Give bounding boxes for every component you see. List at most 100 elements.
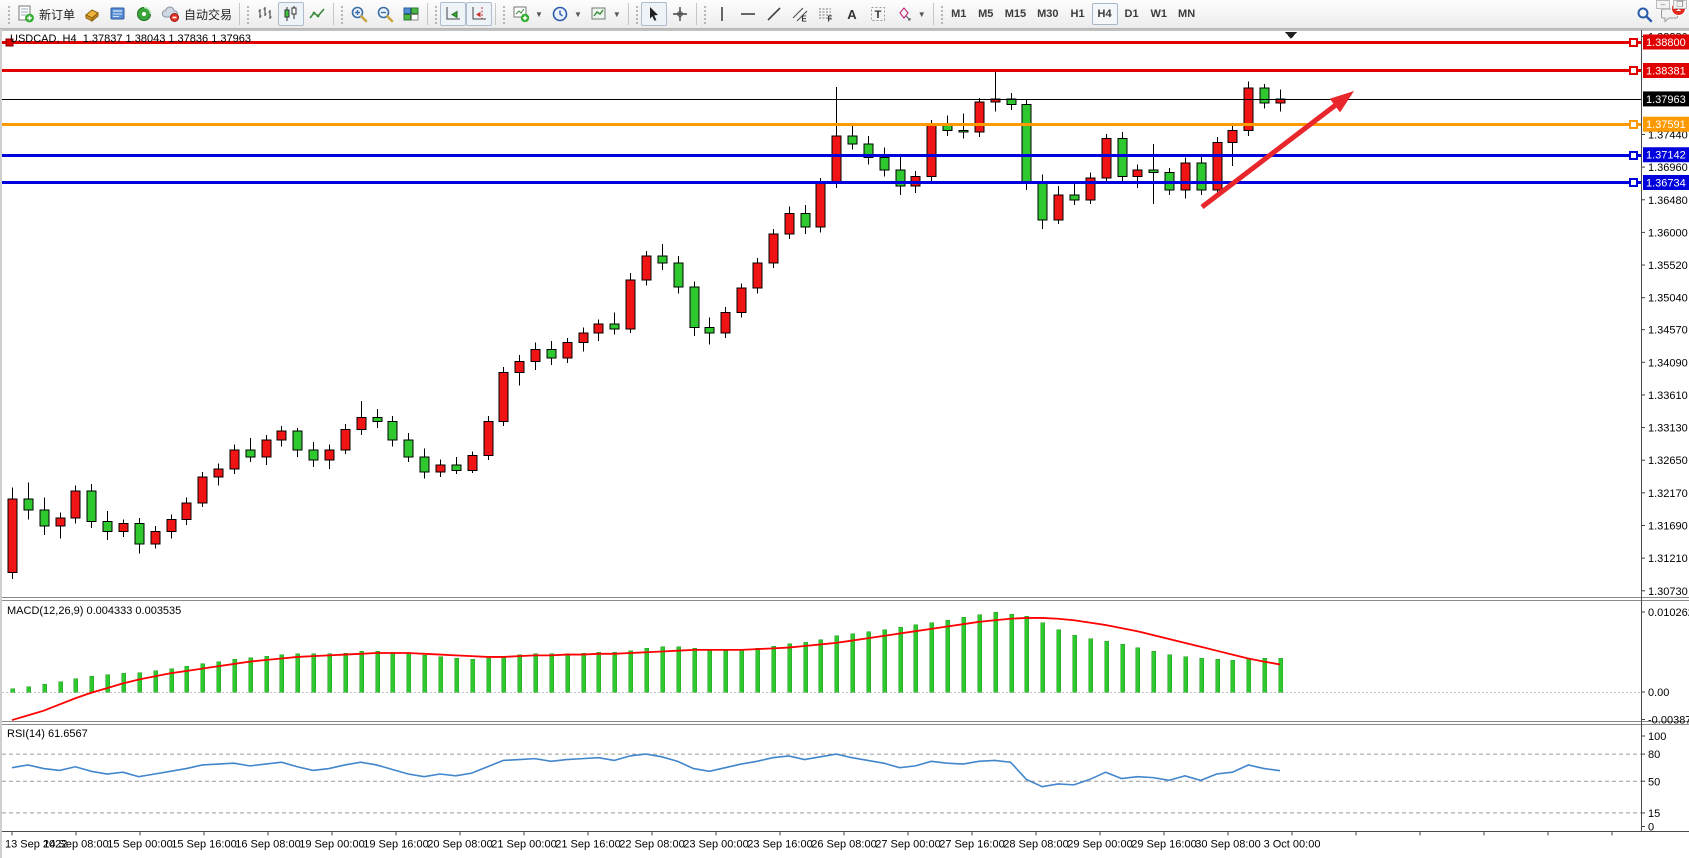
price-tick-label: 1.33610: [1648, 390, 1688, 402]
new-chart-button[interactable]: ▼: [508, 2, 547, 26]
timeframe-m5-button[interactable]: M5: [978, 8, 994, 20]
bar-chart-button[interactable]: [252, 2, 278, 26]
candle: [1259, 84, 1270, 109]
price-level-label: [1643, 34, 1689, 50]
time-tick-label: 3 Oct 00:00: [1264, 839, 1321, 851]
candle: [847, 124, 858, 150]
fibonacci-button[interactable]: F: [813, 2, 839, 26]
text-label-button[interactable]: T: [865, 2, 891, 26]
profiles-dropdown-caret[interactable]: ▼: [573, 9, 582, 19]
timeframe-m1-button[interactable]: M1: [951, 8, 967, 20]
chart-shift-button[interactable]: [466, 2, 493, 26]
candle: [546, 341, 557, 365]
svg-text:T: T: [874, 9, 881, 21]
arrows-shapes-dropdown-caret[interactable]: ▼: [917, 9, 926, 19]
line-chart-button[interactable]: [304, 2, 330, 26]
toolbar-separator: [627, 3, 629, 25]
new-chart-dropdown-caret[interactable]: ▼: [535, 9, 543, 19]
line-anchor-handle[interactable]: [1629, 151, 1638, 160]
candlestick-chart-button[interactable]: [278, 2, 305, 26]
rsi-axis-label: 80: [1648, 749, 1660, 761]
text-button[interactable]: A: [839, 2, 865, 26]
price-tick-label: 1.35520: [1648, 260, 1688, 272]
candle: [451, 456, 462, 474]
trendline-button[interactable]: [761, 2, 787, 26]
line-anchor-handle[interactable]: [1629, 66, 1638, 75]
vertical-line-button[interactable]: [709, 2, 735, 26]
price-tick-label: 1.36000: [1648, 227, 1688, 239]
chart-shift-marker[interactable]: [1285, 32, 1297, 39]
panel-borders: [2, 29, 1689, 832]
candle: [403, 433, 414, 463]
templates-button[interactable]: ▼: [586, 2, 625, 26]
timeframe-d1-button[interactable]: D1: [1124, 8, 1139, 20]
data-window-icon: [109, 5, 127, 23]
candle: [1180, 157, 1191, 199]
trend-arrow[interactable]: [1200, 91, 1354, 209]
templates-dropdown-caret[interactable]: ▼: [612, 9, 621, 19]
market-watch-button[interactable]: [79, 2, 105, 26]
auto-trading-button[interactable]: 自动交易: [157, 2, 236, 26]
data-window-button[interactable]: [105, 2, 131, 26]
tile-windows-button[interactable]: [398, 2, 424, 26]
macd-signal-line: [11, 617, 1281, 721]
candle: [1101, 133, 1112, 184]
timeframe-mn-button[interactable]: MN: [1178, 8, 1196, 20]
time-tick-label: 13 Sep 2022: [5, 839, 67, 851]
toolbar-separator: [932, 3, 934, 25]
timeframe-m30-button[interactable]: M30: [1037, 8, 1059, 20]
timeframe-m15-button[interactable]: M15: [1004, 8, 1027, 20]
candle: [578, 327, 589, 352]
price-level-label-text: 1.37963: [1646, 94, 1686, 106]
timeframe-h4-button[interactable]: H4: [1091, 3, 1118, 25]
candle: [641, 250, 652, 286]
horizontal-line-button[interactable]: [735, 2, 761, 26]
candle: [895, 156, 906, 195]
new-order-button[interactable]: 新订单: [13, 2, 79, 26]
cursor-icon: [645, 5, 663, 23]
candle: [704, 317, 715, 345]
arrows-shapes-icon: [895, 5, 913, 23]
macd-panel: [2, 612, 1641, 721]
navigator-button[interactable]: [131, 2, 157, 26]
horizontal-line-icon: [739, 5, 757, 23]
timeframe-h1-button[interactable]: H1: [1070, 8, 1085, 20]
profiles-button[interactable]: ▼: [547, 2, 586, 26]
line-anchor-handle[interactable]: [1629, 178, 1638, 187]
toolbar-separator: [333, 3, 335, 25]
equidistant-channel-button[interactable]: E: [787, 2, 813, 26]
arrows-shapes-button[interactable]: ▼: [891, 2, 930, 26]
line-anchor-handle[interactable]: [1629, 38, 1638, 47]
new-order-icon: [17, 5, 35, 23]
macd-indicator-label: MACD(12,26,9) 0.004333 0.003535: [7, 605, 182, 617]
zoom-in-icon: [350, 5, 368, 23]
candle: [736, 283, 747, 318]
timeframe-w1-button[interactable]: W1: [1150, 8, 1168, 20]
candle: [118, 519, 129, 538]
window-minimize-button[interactable]: –: [1656, 0, 1670, 9]
window-restore-button[interactable]: ❐: [1673, 0, 1687, 9]
candle: [879, 147, 890, 177]
auto-scroll-button[interactable]: [440, 2, 467, 26]
price-level-label-text: 1.38800: [1646, 37, 1686, 49]
chart-canvas[interactable]: 1.388801.374401.369601.364801.360001.355…: [0, 29, 1689, 858]
zoom-out-button[interactable]: [372, 2, 398, 26]
line-anchor-handle[interactable]: [5, 38, 14, 47]
zoom-in-button[interactable]: [346, 2, 372, 26]
equidistant-channel-icon: E: [791, 5, 809, 23]
cursor-button[interactable]: [640, 2, 667, 26]
line-anchor-handle[interactable]: [1629, 120, 1638, 129]
candle: [530, 342, 541, 370]
price-axis[interactable]: 1.388801.374401.369601.364801.360001.355…: [1641, 32, 1689, 834]
search-icon[interactable]: [1636, 6, 1653, 23]
price-tick-label: 1.32650: [1648, 455, 1688, 467]
time-tick-label: 30 Sep 08:00: [1195, 839, 1260, 851]
candle: [435, 459, 446, 478]
crosshair-button[interactable]: [667, 2, 693, 26]
candle: [720, 307, 731, 338]
candle: [150, 526, 161, 549]
chart-title: USDCAD, H4 1.37837 1.38043 1.37836 1.379…: [10, 33, 251, 45]
macd-axis-label: 0.00: [1648, 687, 1669, 699]
candle: [1053, 186, 1064, 225]
